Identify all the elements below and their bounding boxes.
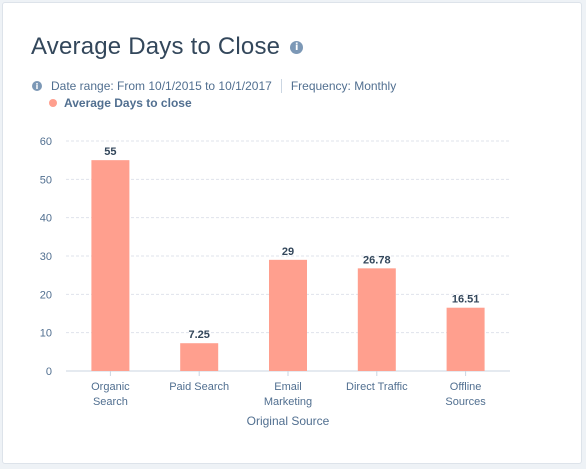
y-tick-label: 40 [40, 213, 52, 225]
bar[interactable] [91, 160, 130, 371]
x-tick-label-line: Marketing [264, 396, 312, 408]
x-tick-label-line: Paid Search [169, 381, 229, 393]
legend-swatch [49, 99, 57, 107]
x-tick-label: Organic Search [91, 381, 130, 408]
report-meta: i Date range: From 10/1/2015 to 10/1/201… [32, 79, 396, 93]
y-tick-label: 0 [46, 366, 52, 378]
x-tick-label-line: Search [93, 396, 128, 408]
legend-label[interactable]: Average Days to close [64, 96, 192, 110]
y-tick-label: 20 [40, 289, 52, 301]
bar[interactable] [446, 307, 485, 371]
bar[interactable] [357, 268, 396, 371]
frequency: Frequency: Monthly [290, 79, 397, 93]
bar[interactable] [269, 259, 307, 371]
data-label: 26.78 [363, 254, 391, 266]
x-tick-label: Offline Sources [445, 381, 486, 408]
title-row: Average Days to Close i [31, 33, 304, 61]
x-axis-title: Original Source [247, 414, 330, 428]
y-tick-label: 50 [40, 174, 52, 186]
bar[interactable] [180, 343, 219, 371]
data-label: 55 [104, 146, 116, 158]
x-tick-label-line: Offline [450, 381, 482, 393]
date-range-info-icon[interactable]: i [32, 81, 42, 91]
date-range: Date range: From 10/1/2015 to 10/1/2017 [51, 79, 272, 93]
x-tick-label-line: Direct Traffic [346, 381, 408, 393]
x-tick-label: Direct Traffic [346, 381, 408, 393]
y-tick-label: 60 [40, 136, 52, 148]
legend: Average Days to close [49, 96, 192, 110]
x-tick-label: Paid Search [169, 381, 229, 393]
x-tick-label-line: Organic [91, 381, 130, 393]
data-label: 7.25 [188, 329, 209, 341]
info-icon[interactable]: i [290, 40, 304, 54]
x-tick-label-line: Email [274, 381, 302, 393]
chart-title: Average Days to Close [31, 33, 281, 60]
y-tick-label: 30 [40, 251, 52, 263]
data-label: 29 [282, 246, 294, 258]
data-label: 16.51 [452, 294, 480, 306]
y-tick-label: 10 [40, 328, 52, 340]
x-tick-label: Email Marketing [264, 381, 312, 408]
meta-divider [280, 79, 282, 93]
x-tick-label-line: Sources [445, 396, 486, 408]
